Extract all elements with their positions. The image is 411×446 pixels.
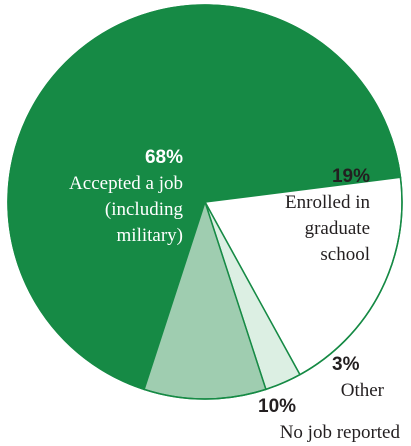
pie-outline: [7, 4, 403, 400]
slice-category-label: graduate: [305, 218, 370, 239]
slice-category-label: (including: [105, 199, 184, 220]
slice-category-label: Other: [341, 380, 385, 401]
pie-labels: 68% Accepted a job (including military) 19% E…: [69, 147, 400, 443]
slice-category-label: No job reported: [280, 422, 401, 443]
slice-percent-label: 19%: [332, 166, 370, 187]
slice-category-label: Accepted a job: [69, 173, 183, 194]
slice-category-label: Enrolled in: [285, 192, 370, 213]
slice-category-label: school: [320, 244, 370, 265]
pie-slices: [7, 4, 403, 400]
slice-category-label: military): [117, 225, 183, 246]
slice-percent-label: 3%: [332, 354, 360, 375]
slice-percent-label: 10%: [258, 396, 296, 417]
slice-percent-label: 68%: [145, 147, 183, 168]
